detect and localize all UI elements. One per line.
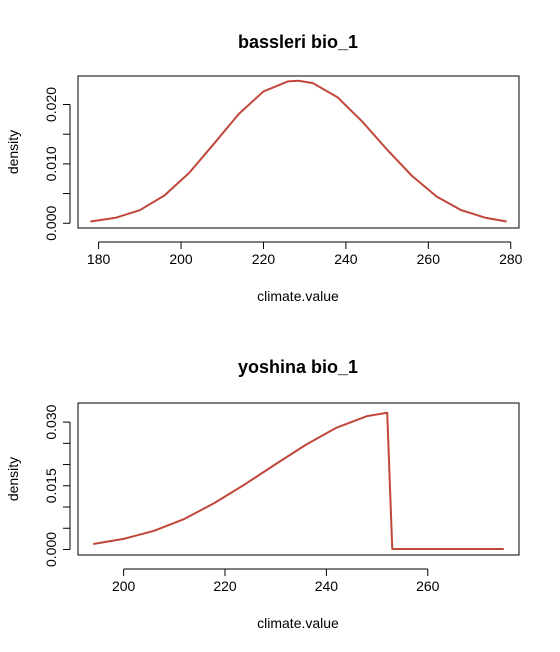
x-axis: 200 220 240 260 [112, 569, 440, 594]
y-axis-label: density [5, 457, 21, 501]
series-group [90, 81, 506, 222]
plot-box [78, 403, 519, 555]
y-axis: 0.000 0.010 0.020 [43, 87, 70, 241]
y-tick-label: 0.000 [43, 206, 59, 241]
y-tick-label: 0.030 [43, 404, 59, 439]
y-tick-label: 0.000 [43, 532, 59, 567]
density-line [93, 413, 504, 549]
x-tick-label: 260 [416, 578, 440, 594]
x-axis-label: climate.value [257, 615, 339, 631]
chart-title: bassleri bio_1 [238, 32, 358, 52]
x-tick-label: 180 [87, 251, 111, 267]
y-tick-label: 0.020 [43, 87, 59, 122]
x-axis-label: climate.value [257, 288, 339, 304]
chart-panel-bassleri: bassleri bio_1 180 200 220 240 260 280 0.0000… [5, 32, 523, 304]
x-tick-label: 240 [334, 251, 358, 267]
chart-title: yoshina bio_1 [238, 357, 358, 377]
x-tick-label: 240 [315, 578, 339, 594]
x-tick-label: 220 [213, 578, 237, 594]
x-tick-label: 260 [417, 251, 441, 267]
x-tick-label: 220 [252, 251, 276, 267]
y-tick-label: 0.015 [43, 468, 59, 503]
series-group [93, 413, 504, 549]
x-axis: 180 200 220 240 260 280 [87, 242, 523, 267]
chart-panel-yoshina: yoshina bio_1 200 220 240 260 0.0000.0150.0… [5, 357, 519, 631]
x-tick-label: 200 [169, 251, 193, 267]
y-axis-label: density [5, 130, 21, 174]
y-axis: 0.000 0.015 0.030 [43, 404, 70, 567]
y-tick-label: 0.010 [43, 146, 59, 181]
density-line [90, 81, 506, 222]
x-tick-label: 200 [112, 578, 136, 594]
x-tick-label: 280 [499, 251, 523, 267]
